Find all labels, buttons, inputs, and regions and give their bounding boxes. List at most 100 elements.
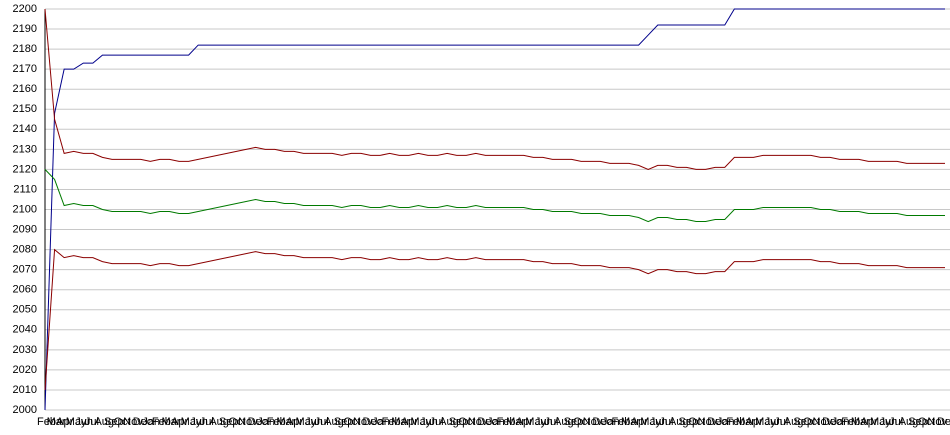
- y-tick-label: 2190: [13, 23, 37, 35]
- x-tick-label: Feb: [267, 416, 286, 428]
- x-tick-label: Mar: [391, 416, 410, 428]
- x-tick-label: Jan: [602, 416, 620, 428]
- x-tick-label: Aug: [94, 416, 114, 428]
- x-tick-label: Dec: [592, 416, 612, 428]
- x-tick-label: May: [66, 416, 87, 428]
- y-tick-label: 2150: [13, 103, 37, 115]
- x-tick-label: Aug: [669, 416, 689, 428]
- x-tick-label: Mar: [276, 416, 295, 428]
- x-tick-label: Nov: [123, 416, 143, 428]
- x-tick-label: Nov: [238, 416, 258, 428]
- y-tick-label: 2040: [13, 324, 37, 336]
- x-tick-label: May: [755, 416, 776, 428]
- x-tick-label: Oct: [458, 416, 475, 428]
- x-tick-label: Jul: [200, 416, 214, 428]
- x-tick-label: May: [640, 416, 661, 428]
- x-tick-label: Apr: [746, 416, 763, 428]
- series-line: [44, 169, 945, 223]
- x-tick-label: May: [181, 416, 202, 428]
- x-tick-label: Oct: [343, 416, 360, 428]
- x-tick-label: Jan: [832, 416, 850, 428]
- x-tick-label: Sep: [219, 416, 239, 428]
- y-tick-label: 2130: [13, 143, 37, 155]
- x-tick-label: Mar: [47, 416, 66, 428]
- x-tick-label: Sep: [104, 416, 124, 428]
- x-tick-label: Nov: [353, 416, 373, 428]
- x-tick-label: Dec: [133, 416, 153, 428]
- x-tick-label: Jun: [305, 416, 323, 428]
- x-tick-label: Mar: [736, 416, 755, 428]
- y-tick-label: 2140: [13, 123, 37, 135]
- y-tick-label: 2100: [13, 203, 37, 215]
- x-tick-label: Apr: [631, 416, 648, 428]
- x-tick-label: Oct: [918, 416, 935, 428]
- x-tick-label: Feb: [841, 416, 860, 428]
- x-tick-label: Dec: [477, 416, 497, 428]
- x-tick-label: Jul: [544, 416, 558, 428]
- x-tick-label: May: [296, 416, 317, 428]
- x-tick-label: Jun: [765, 416, 783, 428]
- x-tick-label: Dec: [248, 416, 268, 428]
- x-tick-label: Nov: [468, 416, 488, 428]
- x-tick-label: Aug: [899, 416, 919, 428]
- series-line: [44, 8, 945, 411]
- y-tick-label: 2180: [13, 43, 37, 55]
- x-tick-label: Mar: [506, 416, 525, 428]
- x-tick-label: Jun: [190, 416, 208, 428]
- x-tick-label: Dec: [363, 416, 383, 428]
- x-tick-label: Nov: [698, 416, 718, 428]
- x-tick-label: Oct: [688, 416, 705, 428]
- y-tick-label: 2010: [13, 384, 37, 396]
- x-tick-label: Sep: [449, 416, 469, 428]
- x-tick-label: Sep: [564, 416, 584, 428]
- x-tick-label: Jan: [487, 416, 505, 428]
- y-tick-label: 2060: [13, 284, 37, 296]
- x-tick-label: Feb: [37, 416, 56, 428]
- y-tick-label: 2000: [13, 404, 37, 416]
- y-tick-label: 2080: [13, 244, 37, 256]
- x-tick-label: Sep: [793, 416, 813, 428]
- x-tick-label: Feb: [611, 416, 630, 428]
- x-tick-label: Feb: [382, 416, 401, 428]
- y-tick-label: 2020: [13, 364, 37, 376]
- x-tick-label: Jun: [650, 416, 668, 428]
- x-tick-label: Aug: [784, 416, 804, 428]
- x-tick-label: May: [525, 416, 546, 428]
- x-tick-label: Apr: [56, 416, 73, 428]
- y-tick-label: 2050: [13, 304, 37, 316]
- x-tick-label: Jul: [889, 416, 903, 428]
- y-tick-label: 2160: [13, 83, 37, 95]
- x-tick-label: Jan: [372, 416, 390, 428]
- x-tick-label: Mar: [621, 416, 640, 428]
- x-tick-label: Apr: [401, 416, 418, 428]
- x-tick-label: Jul: [430, 416, 444, 428]
- x-tick-label: Jun: [75, 416, 93, 428]
- x-tick-label: Jul: [315, 416, 329, 428]
- x-tick-label: Mar: [851, 416, 870, 428]
- y-tick-label: 2110: [13, 183, 37, 195]
- y-tick-label: 2090: [13, 223, 37, 235]
- x-tick-label: Sep: [908, 416, 928, 428]
- x-tick-label: Apr: [860, 416, 877, 428]
- x-tick-label: Jun: [535, 416, 553, 428]
- x-tick-label: Apr: [516, 416, 533, 428]
- x-tick-label: Oct: [573, 416, 590, 428]
- y-tick-label: 2070: [13, 264, 37, 276]
- x-tick-label: Mar: [161, 416, 180, 428]
- x-tick-label: Feb: [152, 416, 171, 428]
- x-tick-label: Apr: [171, 416, 188, 428]
- x-tick-label: Sep: [678, 416, 698, 428]
- series-line: [44, 8, 945, 170]
- x-tick-label: Nov: [583, 416, 603, 428]
- x-tick-label: Jul: [659, 416, 673, 428]
- x-tick-label: Aug: [209, 416, 229, 428]
- x-tick-label: May: [870, 416, 891, 428]
- y-tick-label: 2170: [13, 63, 37, 75]
- y-tick-label: 2030: [13, 344, 37, 356]
- x-tick-label: Jun: [880, 416, 898, 428]
- x-tick-label: Dec: [707, 416, 727, 428]
- x-tick-label: Jun: [420, 416, 438, 428]
- x-tick-label: Sep: [334, 416, 354, 428]
- x-tick-label: Dec: [937, 416, 950, 428]
